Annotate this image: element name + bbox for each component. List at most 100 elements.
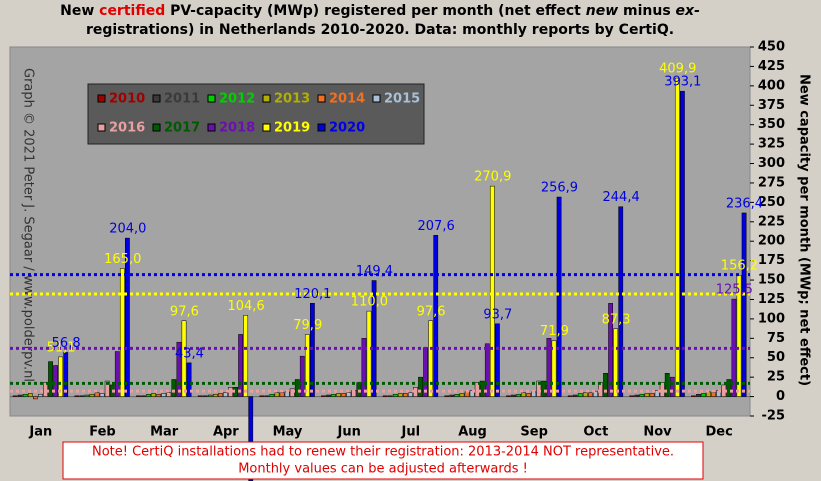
bar <box>43 382 48 397</box>
bar <box>89 393 95 397</box>
value-label: 204,0 <box>109 222 146 237</box>
bar <box>136 395 141 397</box>
legend: 2010 2011 2012 2013 2014 2015 2016 2017 2018 2019… <box>87 83 425 145</box>
bar <box>274 392 280 397</box>
y-tick-label: 175 <box>758 253 785 268</box>
bar <box>104 380 110 397</box>
legend-label: 2015 <box>384 92 420 107</box>
bar <box>207 394 213 397</box>
bar <box>310 303 315 397</box>
bar <box>53 365 58 397</box>
bar <box>593 390 598 397</box>
value-label: 244,4 <box>603 190 640 205</box>
bar <box>331 393 336 397</box>
y-tick-label: 150 <box>758 273 785 288</box>
bar <box>259 395 265 397</box>
y-tick-label: 400 <box>758 78 785 93</box>
bar <box>474 382 480 397</box>
bar <box>546 338 552 397</box>
bar <box>433 235 439 397</box>
bar <box>489 185 495 397</box>
bar <box>608 303 613 397</box>
bar <box>186 362 192 397</box>
bar <box>151 393 157 397</box>
value-label: 71,9 <box>540 324 569 339</box>
y-tick-label: 375 <box>758 98 785 113</box>
watermark: Graph © 2021 Peter J. Segaar / www.polde… <box>21 68 36 382</box>
bar <box>48 361 53 397</box>
legend-label: 2020 <box>329 121 365 136</box>
chart-title: New certified PV-capacity (MWp) register… <box>60 3 700 19</box>
note: Note! CertiQ installations had to renew … <box>92 445 674 460</box>
y-tick-label: 425 <box>758 59 785 74</box>
bar <box>669 376 675 397</box>
bar <box>114 351 120 397</box>
bar <box>696 393 701 397</box>
bar <box>217 393 223 397</box>
bar <box>79 395 85 397</box>
value-label: 393,1 <box>664 75 701 90</box>
note-box <box>62 441 704 480</box>
bar <box>479 380 485 397</box>
bar <box>387 395 393 397</box>
bar <box>141 395 146 397</box>
bar <box>736 274 742 397</box>
bar <box>649 393 655 397</box>
bar <box>361 338 367 397</box>
bar <box>691 395 696 397</box>
value-label: 120,1 <box>294 287 331 302</box>
value-label: 165,0 <box>104 252 141 267</box>
legend-label: 2010 <box>109 92 145 107</box>
legend-label: 2012 <box>219 92 255 107</box>
bar <box>506 395 511 397</box>
bar <box>680 90 685 397</box>
bar <box>459 393 465 397</box>
bar <box>629 395 635 397</box>
bar <box>556 196 562 397</box>
bar <box>587 392 593 397</box>
bar <box>166 392 172 397</box>
x-tick-label: Nov <box>643 425 672 440</box>
legend-swatch <box>207 94 216 103</box>
legend-swatch <box>262 123 271 132</box>
bar <box>341 393 347 397</box>
bar <box>454 393 460 397</box>
bar <box>197 395 203 397</box>
y-tick-label: 25 <box>767 370 785 385</box>
bar <box>711 392 717 397</box>
bar <box>741 212 747 397</box>
value-label: 79,9 <box>293 318 322 333</box>
bar <box>526 393 532 397</box>
value-label: 43,4 <box>175 346 204 361</box>
bar <box>536 380 542 397</box>
y-tick-label: 250 <box>758 195 785 210</box>
legend-swatch <box>262 94 271 103</box>
y-tick-label: 100 <box>758 311 785 326</box>
legend-label: 2018 <box>219 121 255 136</box>
bar <box>444 395 450 397</box>
bar <box>701 393 706 397</box>
bar <box>156 393 162 397</box>
bar <box>366 310 372 397</box>
legend-label: 2014 <box>329 92 365 107</box>
bar <box>212 393 218 397</box>
bar <box>659 382 665 397</box>
bar <box>618 206 624 397</box>
bar <box>577 393 583 397</box>
bar <box>38 393 43 397</box>
title-part: PV-capacity (MWp) registered per month (… <box>165 3 586 19</box>
bar <box>603 373 608 397</box>
value-label: 125,5 <box>716 283 753 298</box>
y-tick-label: 50 <box>767 350 785 365</box>
legend-label: 2019 <box>274 121 310 136</box>
y-tick-label: 0 <box>776 389 785 404</box>
bar <box>176 341 182 397</box>
bar <box>664 373 670 397</box>
y-tick-label: 325 <box>758 137 785 152</box>
title-part: minus <box>618 3 675 19</box>
title-part: new <box>586 3 618 19</box>
bar <box>639 393 645 397</box>
value-label: 110,0 <box>351 295 388 310</box>
note: Monthly values can be adjusted afterward… <box>238 462 528 477</box>
